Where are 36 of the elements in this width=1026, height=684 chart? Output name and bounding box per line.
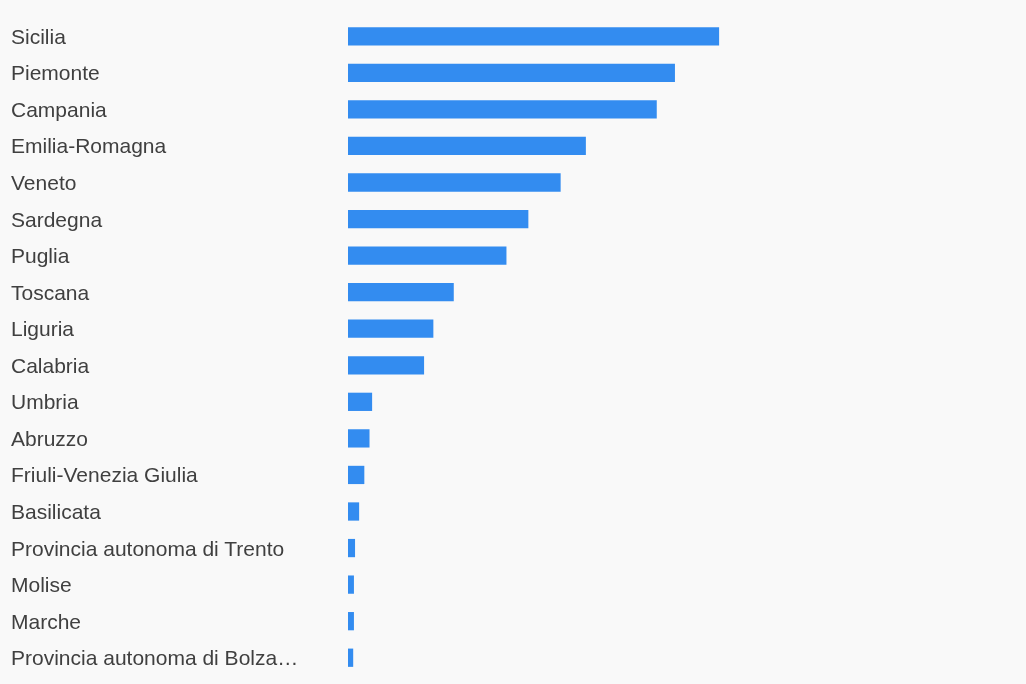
y-tick-label: Calabria [11, 354, 90, 377]
bar [348, 575, 354, 594]
bar [348, 356, 425, 375]
bar [348, 209, 529, 229]
bar [348, 392, 373, 411]
bar [348, 173, 561, 192]
y-tick-label: Piemonte [11, 61, 100, 84]
bar [348, 319, 434, 338]
y-tick-label: Campania [11, 98, 108, 121]
y-tick-label: Molise [11, 573, 72, 596]
bar [348, 246, 507, 265]
y-tick-label: Abruzzo [11, 427, 89, 450]
y-tick-label: Sicilia [11, 25, 67, 48]
y-tick-label: Sardegna [11, 208, 103, 231]
y-tick-label: Provincia autonoma di Bolza… [11, 646, 299, 669]
bar [348, 502, 360, 521]
y-tick-label: Friuli-Venezia Giulia [11, 463, 199, 486]
y-tick-label: Marche [11, 610, 82, 633]
bar [348, 465, 365, 485]
y-tick-label: Umbria [11, 390, 79, 413]
bar [348, 538, 356, 558]
y-tick-label: Provincia autonoma di Trento [11, 537, 285, 560]
bar [348, 612, 354, 631]
y-tick-label: Liguria [11, 317, 75, 340]
bar [348, 283, 454, 302]
y-tick-label: Emilia-Romagna [11, 134, 167, 157]
bar [348, 648, 354, 667]
bar [348, 63, 675, 82]
y-tick-label: Toscana [11, 281, 90, 304]
y-tick-label: Puglia [11, 244, 70, 267]
bar [348, 429, 370, 448]
bar [348, 27, 720, 46]
y-tick-label: Basilicata [11, 500, 102, 523]
y-tick-label: Veneto [11, 171, 77, 194]
bar [348, 136, 586, 156]
bar [348, 100, 657, 119]
